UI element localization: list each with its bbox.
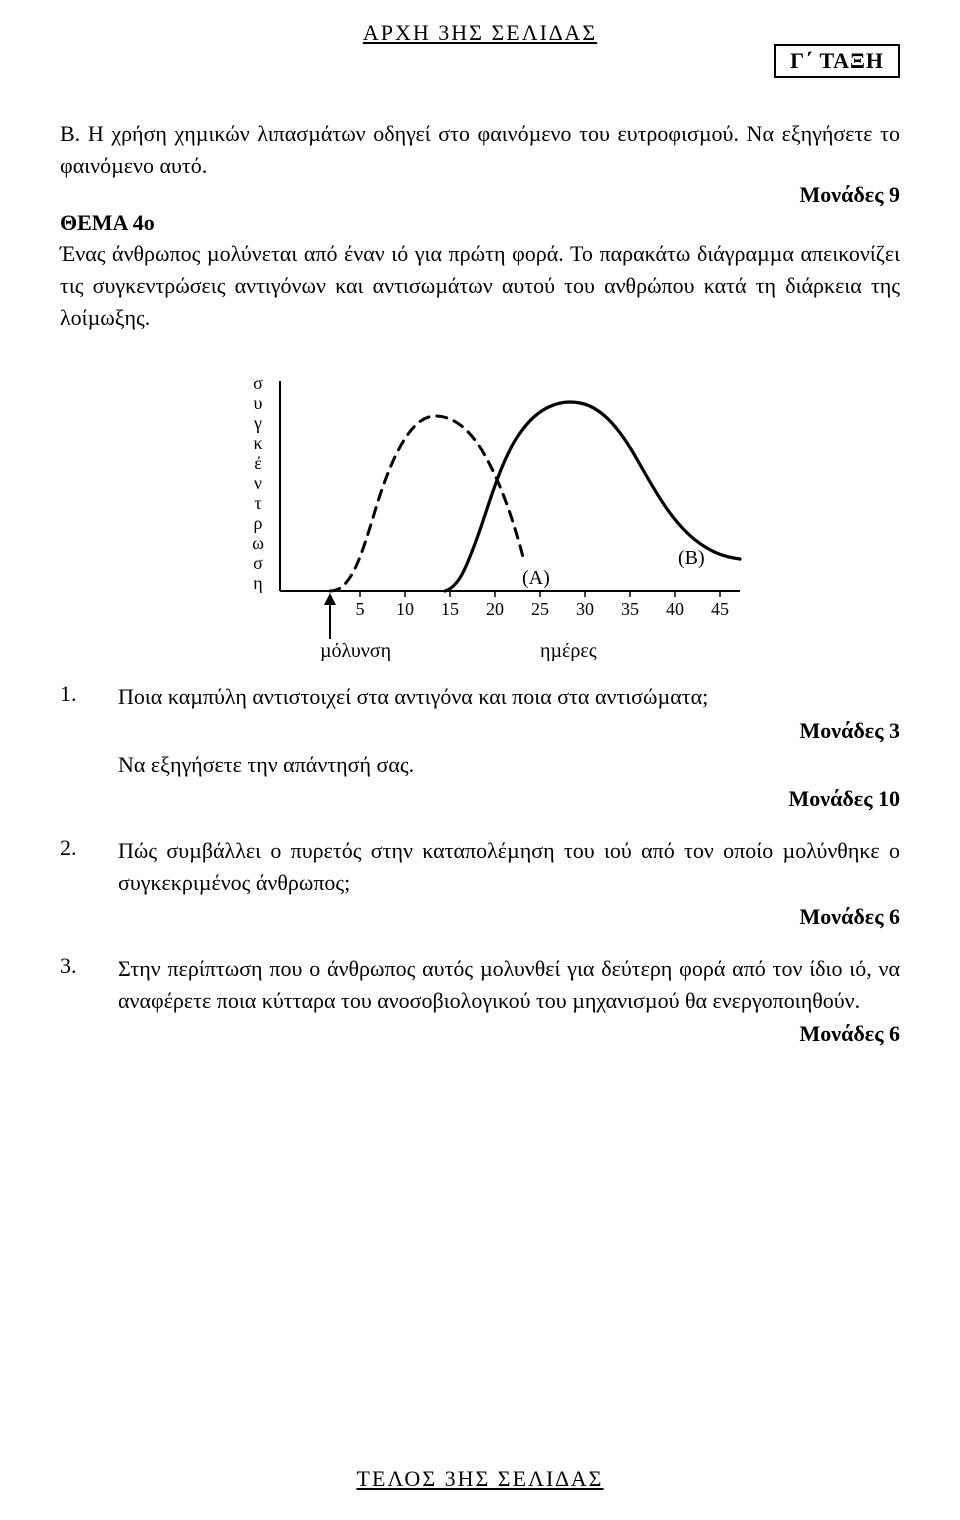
section-b-points: Μονάδες 9 [60,182,900,208]
theme-title: ΘΕΜΑ 4ο [60,210,900,236]
svg-text:η: η [253,573,262,593]
svg-text:σ: σ [253,373,263,393]
section-b: Β. Η χρήση χηµικών λιπασµάτων οδηγεί στο… [60,118,900,182]
svg-text:µόλυνση: µόλυνση [320,640,391,661]
question-2-text: Πώς συµβάλλει ο πυρετός στην καταπολέµησ… [118,835,900,899]
class-label: Γ΄ ΤΑΞΗ [774,44,900,78]
question-1-text-1: Ποια καµπύλη αντιστοιχεί στα αντιγόνα κα… [118,681,900,713]
svg-text:ν: ν [254,473,262,493]
svg-text:(Α): (Α) [522,567,550,589]
svg-text:(Β): (Β) [678,547,705,569]
svg-text:γ: γ [253,413,262,433]
question-2: 2. Πώς συµβάλλει ο πυρετός στην καταπολέ… [60,835,900,933]
svg-text:ω: ω [252,533,264,553]
question-3-points: Μονάδες 6 [118,1018,900,1050]
page-header: ΑΡΧΗ 3ΗΣ ΣΕΛΙ∆ΑΣ [60,20,900,46]
svg-text:10: 10 [396,599,414,619]
svg-text:τ: τ [254,493,261,513]
page: ΑΡΧΗ 3ΗΣ ΣΕΛΙ∆ΑΣ Γ΄ ΤΑΞΗ Β. Η χρήση χηµι… [0,0,960,1520]
svg-text:υ: υ [254,393,263,413]
section-b-text: Η χρήση χηµικών λιπασµάτων οδηγεί στο φα… [60,121,900,178]
svg-text:40: 40 [666,599,684,619]
question-1-text-2: Να εξηγήσετε την απάντησή σας. [118,749,900,781]
concentration-chart: 51015202530354045συγκέντρωση(Α)(Β)µόλυνσ… [200,361,760,661]
svg-text:30: 30 [576,599,594,619]
intro-text: Ένας άνθρωπος µολύνεται από έναν ιό για … [60,238,900,334]
question-2-points: Μονάδες 6 [118,901,900,933]
svg-text:15: 15 [441,599,459,619]
chart-container: 51015202530354045συγκέντρωση(Α)(Β)µόλυνσ… [60,361,900,661]
svg-text:5: 5 [356,599,365,619]
question-3-number: 3. [60,953,118,979]
svg-text:45: 45 [711,599,729,619]
question-1-number: 1. [60,681,118,707]
svg-text:έ: έ [254,453,262,473]
section-b-label: Β. [60,121,80,146]
svg-text:ρ: ρ [254,513,263,533]
svg-text:σ: σ [253,553,263,573]
question-1: 1. Ποια καµπύλη αντιστοιχεί στα αντιγόνα… [60,681,900,815]
question-3: 3. Στην περίπτωση που ο άνθρωπος αυτός µ… [60,953,900,1051]
svg-text:25: 25 [531,599,549,619]
svg-text:35: 35 [621,599,639,619]
svg-text:20: 20 [486,599,504,619]
question-3-text: Στην περίπτωση που ο άνθρωπος αυτός µολυ… [118,953,900,1017]
question-2-number: 2. [60,835,118,861]
page-footer: ΤΕΛΟΣ 3ΗΣ ΣΕΛΙ∆ΑΣ [0,1466,960,1492]
svg-text:ηµέρες: ηµέρες [540,640,597,661]
question-list: 1. Ποια καµπύλη αντιστοιχεί στα αντιγόνα… [60,681,900,1050]
svg-text:κ: κ [253,433,262,453]
question-1-points-1: Μονάδες 3 [118,715,900,747]
question-1-points-2: Μονάδες 10 [118,783,900,815]
